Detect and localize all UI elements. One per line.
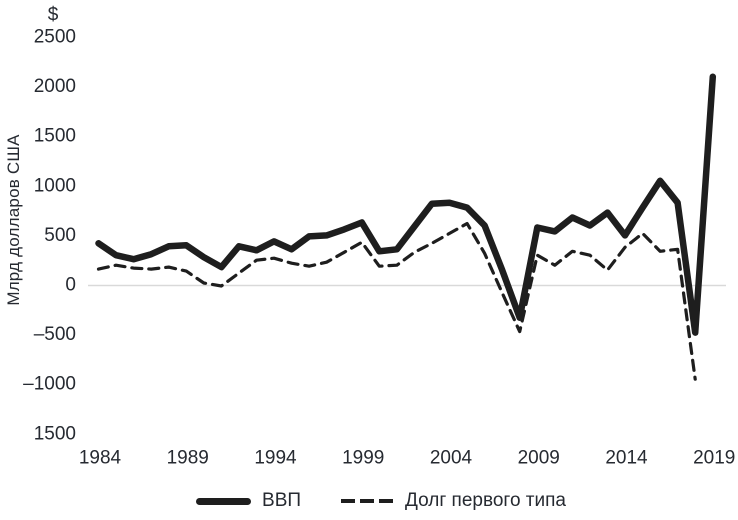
- y-axis-unit-label: $: [48, 5, 59, 26]
- chart-legend: ВВП Долг первого типа: [12, 490, 738, 512]
- y-tick-label: –1000: [23, 374, 76, 395]
- x-axis-tick-labels: 1984 1989 1994 1999 2004 2009 2014 2019: [79, 448, 736, 469]
- x-tick-label: 1999: [342, 448, 384, 469]
- x-tick-label: 2014: [605, 448, 648, 469]
- dashed-line-swatch-icon: [341, 499, 395, 503]
- y-tick-label: 2000: [34, 76, 76, 97]
- x-tick-label: 1994: [254, 448, 297, 469]
- legend-item-debt: Долг первого типа: [341, 490, 566, 512]
- y-axis-title: Млрд долларов США: [4, 134, 23, 306]
- series-lines: [95, 73, 717, 381]
- legend-label-gdp: ВВП: [262, 490, 302, 511]
- y-tick-label: –500: [34, 324, 76, 345]
- y-axis-tick-labels: 2500 2000 1500 1000 500 0 –500 –1000 1500: [23, 27, 76, 445]
- y-tick-label: 500: [44, 225, 76, 246]
- y-tick-label: 1500: [34, 126, 76, 147]
- y-tick-label: 1000: [34, 175, 76, 196]
- series-line-0: [95, 73, 717, 336]
- x-tick-label: 1984: [79, 448, 122, 469]
- x-tick-label: 2004: [430, 448, 473, 469]
- y-tick-label: 1500: [34, 423, 76, 444]
- x-tick-label: 1989: [167, 448, 209, 469]
- x-tick-label: 2009: [518, 448, 560, 469]
- legend-label-debt: Долг первого типа: [405, 490, 566, 511]
- series-line-1: [96, 221, 697, 381]
- x-tick-label: 2019: [693, 448, 735, 469]
- y-tick-label: 2500: [34, 27, 76, 48]
- legend-item-gdp: ВВП: [196, 490, 301, 512]
- solid-line-swatch-icon: [196, 497, 252, 505]
- y-tick-label: 0: [65, 275, 76, 296]
